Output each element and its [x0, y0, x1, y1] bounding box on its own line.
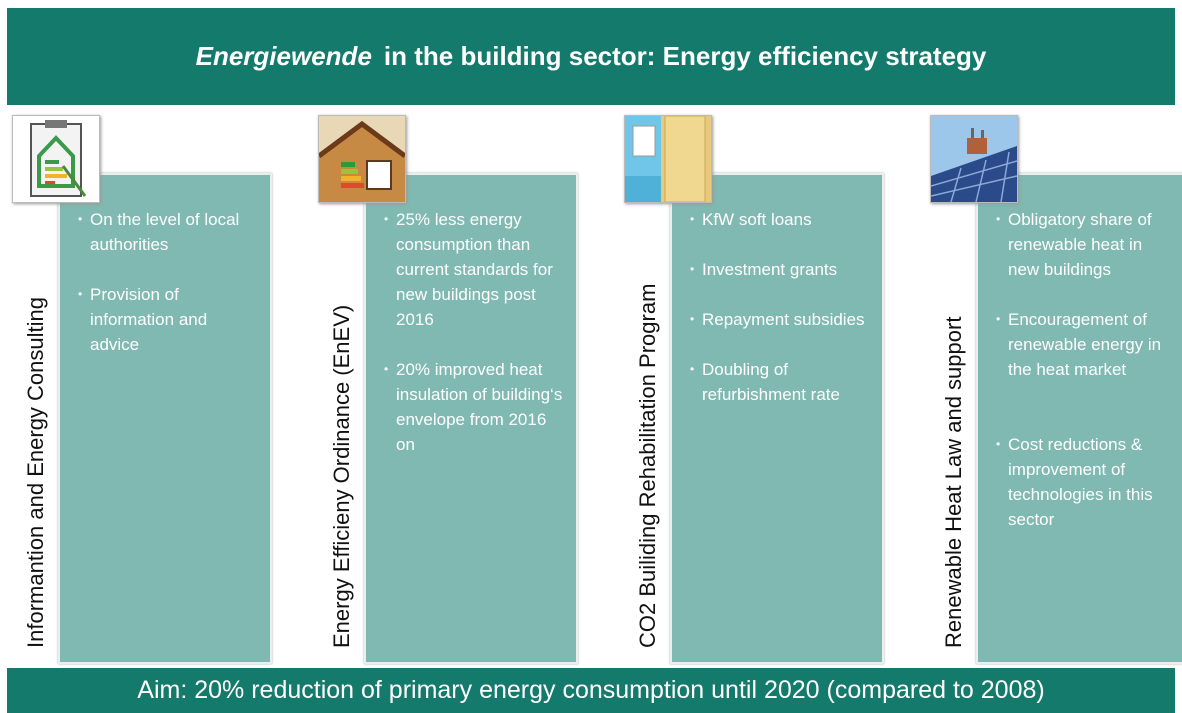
column-label: Renewable Heat Law and support [941, 316, 966, 648]
bullet: 25% less energy consumption than current… [384, 207, 566, 332]
icon-house [318, 115, 406, 203]
icon-clipboard [12, 115, 100, 203]
column-box: KfW soft loans Investment grants Repayme… [670, 173, 884, 664]
bullet: 20% improved heat insulation of building… [384, 357, 566, 457]
title: in the building sector: Energy efficienc… [383, 41, 987, 71]
bullet: Cost reductions & improvement of technol… [996, 432, 1178, 532]
bullet-list: Obligatory share of renewable heat in ne… [978, 175, 1182, 532]
icon-wall [624, 115, 712, 203]
icon-solar [930, 115, 1018, 203]
column-box: On the level of local authorities Provis… [58, 173, 272, 664]
column: CO2 Builiding Rehabilitation Program KfW… [622, 113, 922, 664]
column-label: CO2 Builiding Rehabilitation Program [635, 283, 660, 648]
bullet: Encouragement of renewable energy in the… [996, 307, 1178, 382]
bullet: Obligatory share of renewable heat in ne… [996, 207, 1178, 282]
column-box: Obligatory share of renewable heat in ne… [976, 173, 1182, 664]
bullet: Repayment subsidies [690, 307, 872, 332]
bullet-list: 25% less energy consumption than current… [366, 175, 576, 457]
column-label: Informantion and Energy Consulting [23, 297, 48, 648]
column-box: 25% less energy consumption than current… [364, 173, 578, 664]
title-emphasis: Energiewende [195, 41, 372, 71]
bullet: Doubling of refurbishment rate [690, 357, 872, 407]
column: Energy Efficieny Ordinance (EnEV) 25% le… [316, 113, 616, 664]
bullet: Provision of information and advice [78, 282, 260, 357]
column: Renewable Heat Law and support Obligator… [928, 113, 1182, 664]
bullet-list: KfW soft loans Investment grants Repayme… [672, 175, 882, 407]
bullet: Investment grants [690, 257, 872, 282]
bullet: On the level of local authorities [78, 207, 260, 257]
bullet: KfW soft loans [690, 207, 872, 232]
column-label: Energy Efficieny Ordinance (EnEV) [329, 304, 354, 648]
column: Informantion and Energy Consulting On th… [10, 113, 310, 664]
bullet-list: On the level of local authorities Provis… [60, 175, 270, 357]
footer: Aim: 20% reduction of primary energy con… [7, 668, 1175, 713]
header: Energiewende in the building sector: Ene… [7, 8, 1175, 105]
